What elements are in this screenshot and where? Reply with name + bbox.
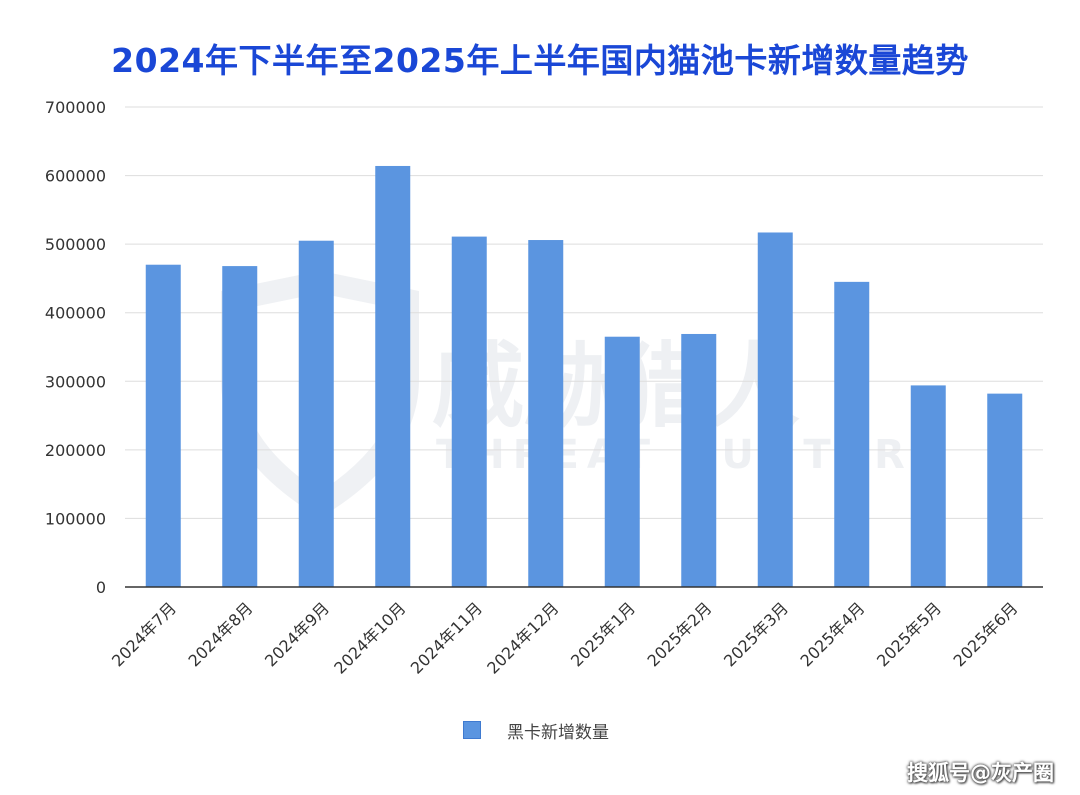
x-tick-label: 2024年9月 xyxy=(261,598,333,670)
x-tick-label: 2025年3月 xyxy=(720,598,792,670)
y-tick-label: 500000 xyxy=(45,235,106,254)
legend-swatch xyxy=(463,721,481,739)
y-tick-label: 0 xyxy=(96,578,106,597)
bar xyxy=(834,281,870,587)
legend: 黑卡新增数量 xyxy=(463,718,609,743)
watermark-text-en: THREAT HUNTER xyxy=(436,432,913,478)
bar xyxy=(451,236,487,587)
bar xyxy=(757,232,793,587)
chart-title: 2024年下半年至2025年上半年国内猫池卡新增数量趋势 xyxy=(111,41,969,80)
x-tick-label: 2024年10月 xyxy=(330,598,409,677)
y-tick-label: 200000 xyxy=(45,441,106,460)
bar xyxy=(604,336,640,587)
y-tick-label: 300000 xyxy=(45,372,106,391)
x-tick-label: 2025年2月 xyxy=(644,598,716,670)
x-tick-label: 2024年12月 xyxy=(483,598,562,677)
y-tick-label: 100000 xyxy=(45,509,106,528)
source-credit: 搜狐号@灰产圈 xyxy=(907,761,1054,785)
bar xyxy=(145,264,181,587)
bar xyxy=(681,333,717,587)
x-tick-label: 2024年7月 xyxy=(108,598,180,670)
y-tick-label: 700000 xyxy=(45,98,106,117)
x-tick-label: 2025年4月 xyxy=(797,598,869,670)
bar xyxy=(528,240,564,587)
bar xyxy=(910,385,946,587)
x-tick-label: 2025年5月 xyxy=(873,598,945,670)
y-tick-label: 400000 xyxy=(45,304,106,323)
bar xyxy=(298,240,334,587)
legend-label: 黑卡新增数量 xyxy=(507,722,609,743)
y-tick-label: 600000 xyxy=(45,167,106,186)
bar xyxy=(375,165,411,587)
x-tick-label: 2024年11月 xyxy=(407,598,486,677)
x-tick-label: 2025年6月 xyxy=(950,598,1022,670)
x-tick-label: 2025年1月 xyxy=(567,598,639,670)
x-tick-label: 2024年8月 xyxy=(185,598,257,670)
bar xyxy=(222,266,258,587)
bar xyxy=(987,393,1023,587)
